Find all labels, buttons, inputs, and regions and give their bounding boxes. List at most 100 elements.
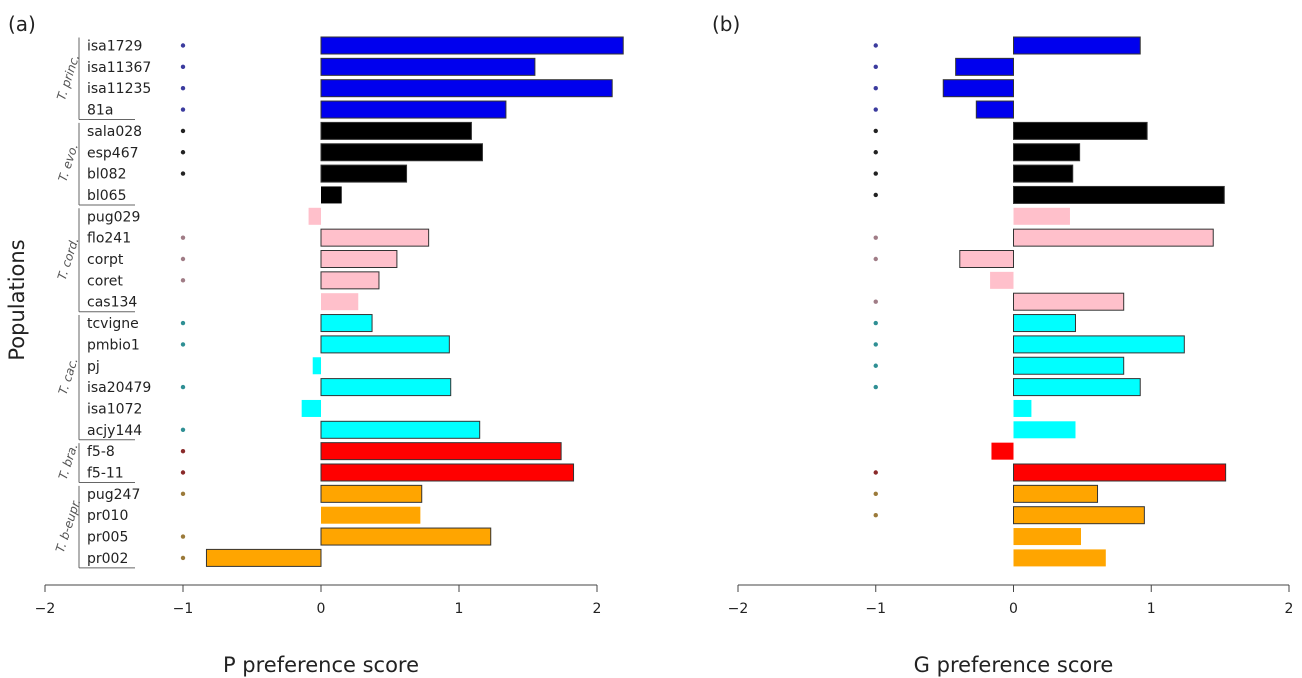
bar-isa1729 [320,36,624,55]
bar-bl082 [1013,164,1074,183]
significance-dot [180,128,186,134]
bar-pj [312,357,321,375]
panel-a: (a) isa1729 isa11367 isa11235 81a sala028 esp4… [8,12,624,677]
population-label: isa20479 [87,380,151,396]
significance-dot [180,342,186,347]
population-label: pug029 [87,209,140,225]
bar-pr002 [1013,549,1106,567]
x-tick-label: 1 [455,601,464,617]
significance-dot [180,427,186,432]
population-label: pmbio1 [87,337,140,353]
bar-pmbio1 [320,335,450,354]
significance-dot [873,43,878,48]
significance-dot [180,107,186,112]
bar-isa20479 [320,378,452,397]
significance-dot [180,278,186,283]
panel-label: (b) [712,12,740,36]
bar-pr010 [1013,506,1145,525]
x-tick-label: −1 [865,601,886,617]
significance-dot [180,235,186,240]
bar-isa11235 [320,79,613,98]
bar-corpt [320,250,398,268]
significance-dot [180,171,186,176]
bar-f5-11 [1013,463,1227,482]
bar-cas134 [1013,292,1125,311]
bar-isa1729 [1013,36,1141,55]
significance-dot [873,171,878,176]
significance-dot [873,128,878,134]
population-label: 81a [87,103,113,119]
bar-isa11367 [955,57,1015,76]
bar-isa11367 [320,57,536,76]
significance-dot [873,150,878,155]
group-label: T. princ. [54,53,82,102]
population-label: tcvigne [87,316,139,332]
x-tick-label: −2 [728,601,749,617]
population-label: coret [87,273,123,289]
population-label: sala028 [87,124,142,140]
significance-dot [180,256,186,262]
bar-pmbio1 [1013,335,1185,354]
population-label: esp467 [87,145,139,161]
bar-pug029 [1013,207,1070,225]
panel-label: (a) [8,12,36,36]
population-label: pj [87,359,100,375]
group-label: T. cord. [55,236,82,282]
significance-dot [180,320,186,326]
population-label: f5-11 [87,466,124,482]
y-axis-title: Populations [5,239,29,360]
bar-isa20479 [1013,378,1141,397]
significance-dot [873,363,878,368]
bar-pr002 [205,548,322,567]
significance-dot [873,107,878,112]
x-tick-label: 1 [1147,601,1156,617]
bar-bl065 [1013,185,1225,204]
population-label: pug247 [87,487,140,503]
bar-pug029 [308,207,321,225]
bar-isa1072 [301,399,321,417]
x-axis-title: P preference score [223,653,419,677]
group-label: T. bra. [56,442,81,482]
population-label: pr005 [87,530,128,546]
bar-sala028 [320,121,472,140]
x-tick-label: 0 [1009,601,1018,617]
bar-acjy144 [1013,421,1076,439]
bar-flo241 [1013,228,1214,247]
significance-dot [180,86,186,91]
bar-isa11235 [942,79,1014,98]
bar-sala028 [1013,121,1148,140]
bar-pr010 [321,506,421,524]
group-label: T. evo. [55,142,80,184]
x-tick-label: 2 [593,601,602,617]
bar-tcvigne [1013,314,1076,333]
significance-dot [873,86,878,91]
significance-dot [180,534,186,539]
bar-tcvigne [320,314,373,333]
bar-pug247 [1013,484,1099,503]
bar-81a [975,100,1014,119]
group-label: T. cac. [56,356,81,396]
x-tick-label: 2 [1285,601,1294,617]
population-label: pr002 [87,551,128,567]
bar-isa1072 [1013,399,1032,417]
bar-flo241 [320,228,430,247]
bar-cas134 [321,293,359,311]
bar-f5-8 [991,442,1014,460]
bar-pj [1013,356,1125,375]
significance-dot [873,256,878,262]
significance-dot [873,470,878,475]
population-label: cas134 [87,295,137,311]
x-tick-label: −1 [173,601,194,617]
significance-dot [873,64,878,70]
significance-dot [873,491,878,497]
bar-pug247 [320,484,423,503]
bar-pr005 [320,527,492,546]
significance-dot [873,299,878,304]
significance-dot [873,384,878,390]
significance-dot [180,43,186,48]
significance-dot [873,513,878,518]
bar-coret [320,271,380,290]
significance-dot [180,491,186,497]
bar-acjy144 [320,420,481,439]
